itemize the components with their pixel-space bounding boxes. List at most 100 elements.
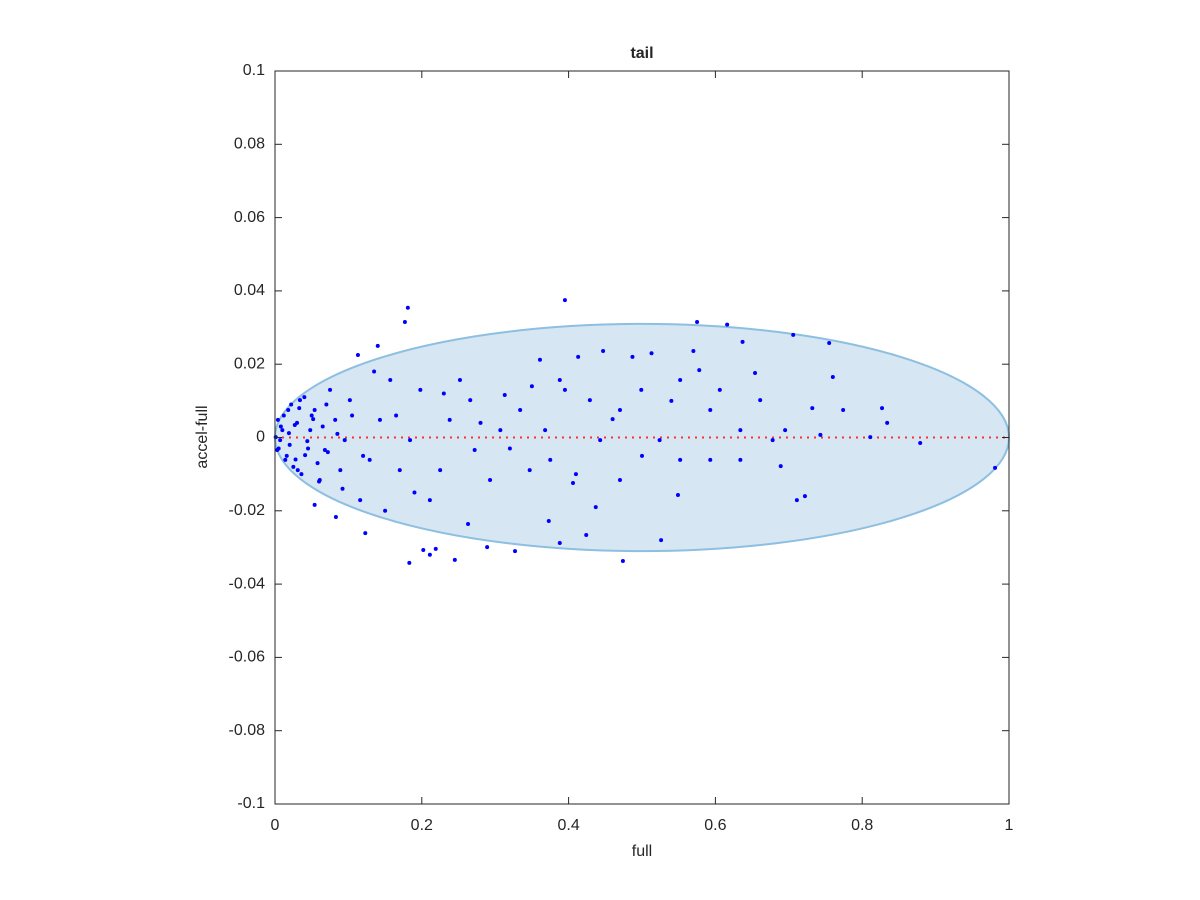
point	[841, 408, 846, 413]
point	[452, 557, 457, 562]
point	[518, 408, 523, 413]
point	[880, 406, 885, 411]
point	[502, 392, 507, 397]
point	[468, 398, 473, 403]
point	[818, 432, 823, 437]
point	[610, 417, 615, 422]
point	[397, 468, 402, 473]
x-tick-label: 0	[271, 817, 280, 834]
point	[573, 472, 578, 477]
point	[350, 413, 355, 418]
point	[408, 438, 413, 443]
point	[708, 457, 713, 462]
point	[485, 545, 490, 550]
point	[291, 464, 296, 469]
y-tick-label: -0.1	[237, 795, 265, 812]
point	[407, 560, 412, 565]
point	[324, 402, 329, 407]
point	[827, 340, 832, 345]
point	[333, 417, 338, 422]
point	[593, 505, 598, 510]
point	[738, 457, 743, 462]
point	[639, 387, 644, 392]
chart-title: tail	[630, 45, 653, 62]
point	[297, 406, 302, 411]
point	[308, 428, 313, 433]
point	[280, 428, 285, 433]
point	[347, 398, 352, 403]
point	[383, 508, 388, 513]
point	[363, 531, 368, 536]
point	[441, 391, 446, 396]
y-tick-label: 0.02	[234, 355, 265, 372]
point	[302, 395, 307, 400]
y-tick-label: 0.1	[243, 62, 265, 79]
point	[830, 375, 835, 380]
point	[289, 402, 294, 407]
point	[405, 305, 410, 310]
x-tick-label: 1	[1005, 817, 1014, 834]
x-axis-label: full	[632, 843, 652, 860]
point	[457, 377, 462, 382]
point	[317, 479, 322, 484]
point	[725, 322, 730, 327]
x-tick-label: 0.8	[851, 817, 873, 834]
point	[295, 468, 300, 473]
point	[695, 320, 700, 325]
point	[885, 420, 890, 425]
point	[669, 398, 674, 403]
y-tick-label: -0.06	[229, 649, 266, 666]
point	[993, 465, 998, 470]
point	[466, 521, 471, 526]
point	[557, 377, 562, 382]
point	[918, 440, 923, 445]
point	[418, 387, 423, 392]
point	[402, 320, 407, 325]
point	[412, 490, 417, 495]
point	[322, 447, 327, 452]
point	[299, 472, 304, 477]
point	[275, 417, 280, 422]
point	[738, 428, 743, 433]
point	[562, 298, 567, 303]
point	[562, 387, 567, 392]
y-tick-label: 0.06	[234, 209, 265, 226]
point	[388, 377, 393, 382]
point	[617, 408, 622, 413]
point	[358, 498, 363, 503]
point	[478, 420, 483, 425]
point	[630, 354, 635, 359]
point	[758, 398, 763, 403]
point	[546, 519, 551, 524]
point	[810, 406, 815, 411]
point	[278, 438, 283, 443]
point	[315, 461, 320, 466]
x-tick-label: 0.6	[704, 817, 726, 834]
point	[620, 559, 625, 564]
point	[802, 494, 807, 499]
point	[571, 480, 576, 485]
point	[328, 387, 333, 392]
point	[287, 442, 292, 447]
point	[601, 349, 606, 354]
point	[286, 408, 291, 413]
point	[293, 457, 298, 462]
point	[309, 413, 314, 418]
point	[659, 538, 664, 543]
point	[783, 428, 788, 433]
point	[340, 486, 345, 491]
point	[548, 457, 553, 462]
point	[377, 417, 382, 422]
y-tick-label: 0.04	[234, 282, 265, 299]
point	[617, 478, 622, 483]
point	[587, 398, 592, 403]
point	[791, 332, 796, 337]
y-tick-label: 0.08	[234, 136, 265, 153]
point	[794, 498, 799, 503]
point	[372, 369, 377, 374]
point	[276, 446, 281, 451]
point	[557, 541, 562, 546]
point	[333, 515, 338, 520]
point	[367, 457, 372, 462]
